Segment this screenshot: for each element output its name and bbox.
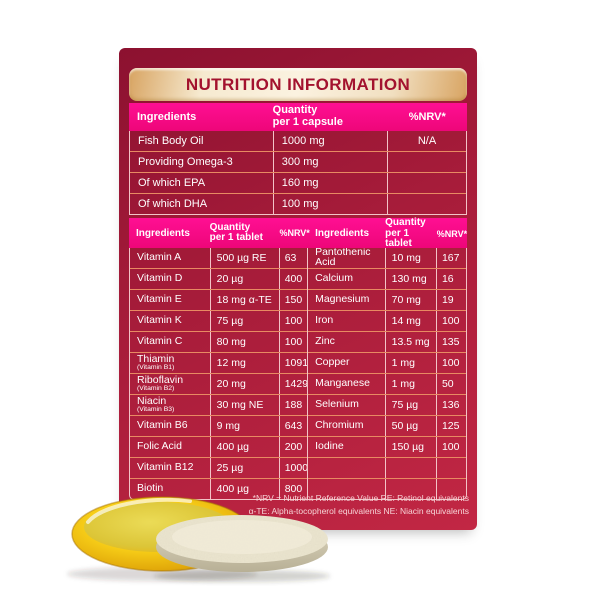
tablet-table-left-column: Vitamin A 500 µg RE 63 Vitamin D 20 µg 4… <box>130 248 309 499</box>
capsule-table-header: Ingredients Quantity per 1 capsule %NRV* <box>129 103 467 131</box>
tablet-table-header: Ingredients Quantity per 1 tablet %NRV* … <box>129 217 468 249</box>
ingredient-qty: 300 mg <box>272 152 387 172</box>
table-row: Vitamin B12 25 µg 1000 <box>130 457 308 478</box>
table-row: Vitamin E 18 mg α-TE 150 <box>130 289 308 310</box>
table-row: Folic Acid 400 µg 200 <box>130 436 308 457</box>
table-row: Fish Body Oil 1000 mg N/A <box>130 131 466 151</box>
table-row: Providing Omega-3 300 mg <box>130 151 466 172</box>
table-row: Vitamin B6 9 mg 643 <box>130 415 308 436</box>
ingredient-nrv: N/A <box>387 131 466 151</box>
tablet-shadow <box>154 570 330 582</box>
ingredient-name: Of which DHA <box>138 198 208 210</box>
table-row: Riboflavin (Vitamin B2) 20 mg 1429 <box>130 373 308 394</box>
page-title: NUTRITION INFORMATION <box>185 74 411 94</box>
title-banner: NUTRITION INFORMATION <box>129 68 467 101</box>
tablet-header-right: Ingredients Quantity per 1 tablet %NRV* <box>315 217 468 249</box>
header-quantity: Quantity per 1 capsule <box>272 104 343 128</box>
header-ingredients: Ingredients <box>137 111 197 123</box>
table-row: Thiamin (Vitamin B1) 12 mg 1091 <box>130 352 308 373</box>
table-row <box>308 478 466 499</box>
footnote-line2: α-TE: Alpha-tocopherol equivalents NE: N… <box>248 506 469 517</box>
tablet-icon <box>156 515 328 572</box>
table-row: Iron 14 mg 100 <box>308 310 466 331</box>
ingredient-nrv <box>387 152 466 172</box>
ingredient-nrv <box>387 194 466 214</box>
table-row: Manganese 1 mg 50 <box>308 373 466 394</box>
footnote-line1: *NRV = Nutrient Reference Value RE: Reti… <box>252 493 469 503</box>
tablet-table-right-column: Pantothenic Acid 10 mg 167 Calcium 130 m… <box>308 248 466 499</box>
ingredient-nrv <box>387 173 466 193</box>
table-row: Copper 1 mg 100 <box>308 352 466 373</box>
table-row: Vitamin A 500 µg RE 63 <box>130 248 307 268</box>
table-row: Vitamin C 80 mg 100 <box>130 331 308 352</box>
table-row: Biotin 400 µg 800 <box>130 478 308 499</box>
table-row: Pantothenic Acid 10 mg 167 <box>308 248 466 268</box>
table-row <box>308 457 466 478</box>
table-row: Of which DHA 100 mg <box>130 193 466 214</box>
ingredient-qty: 1000 mg <box>272 131 387 151</box>
ingredient-qty: 160 mg <box>272 173 387 193</box>
ingredient-name: Fish Body Oil <box>138 135 204 147</box>
table-row: Zinc 13.5 mg 135 <box>308 331 466 352</box>
header-nrv: %NRV* <box>408 111 446 123</box>
ingredient-qty: 100 mg <box>272 194 387 214</box>
ingredient-name: Providing Omega-3 <box>138 156 233 168</box>
table-row: Vitamin K 75 µg 100 <box>130 310 308 331</box>
table-row: Magnesium 70 mg 19 <box>308 289 466 310</box>
footnote: *NRV = Nutrient Reference Value RE: Reti… <box>249 492 469 518</box>
table-row: Calcium 130 mg 16 <box>308 268 466 289</box>
table-row: Chromium 50 µg 125 <box>308 415 466 436</box>
table-row: Niacin (Vitamin B3) 30 mg NE 188 <box>130 394 308 415</box>
ingredient-name: Of which EPA <box>138 177 206 189</box>
nutrition-label-card: NUTRITION INFORMATION Ingredients Quanti… <box>119 48 477 530</box>
table-row: Selenium 75 µg 136 <box>308 394 466 415</box>
table-row: Of which EPA 160 mg <box>130 172 466 193</box>
capsule-table: Fish Body Oil 1000 mg N/A Providing Omeg… <box>129 131 467 215</box>
tablet-table: Vitamin A 500 µg RE 63 Vitamin D 20 µg 4… <box>129 248 467 500</box>
table-row: Vitamin D 20 µg 400 <box>130 268 308 289</box>
product-pills-image <box>67 496 330 582</box>
tablet-header-left: Ingredients Quantity per 1 tablet %NRV* <box>136 221 310 243</box>
table-row: Iodine 150 µg 100 <box>308 436 466 457</box>
